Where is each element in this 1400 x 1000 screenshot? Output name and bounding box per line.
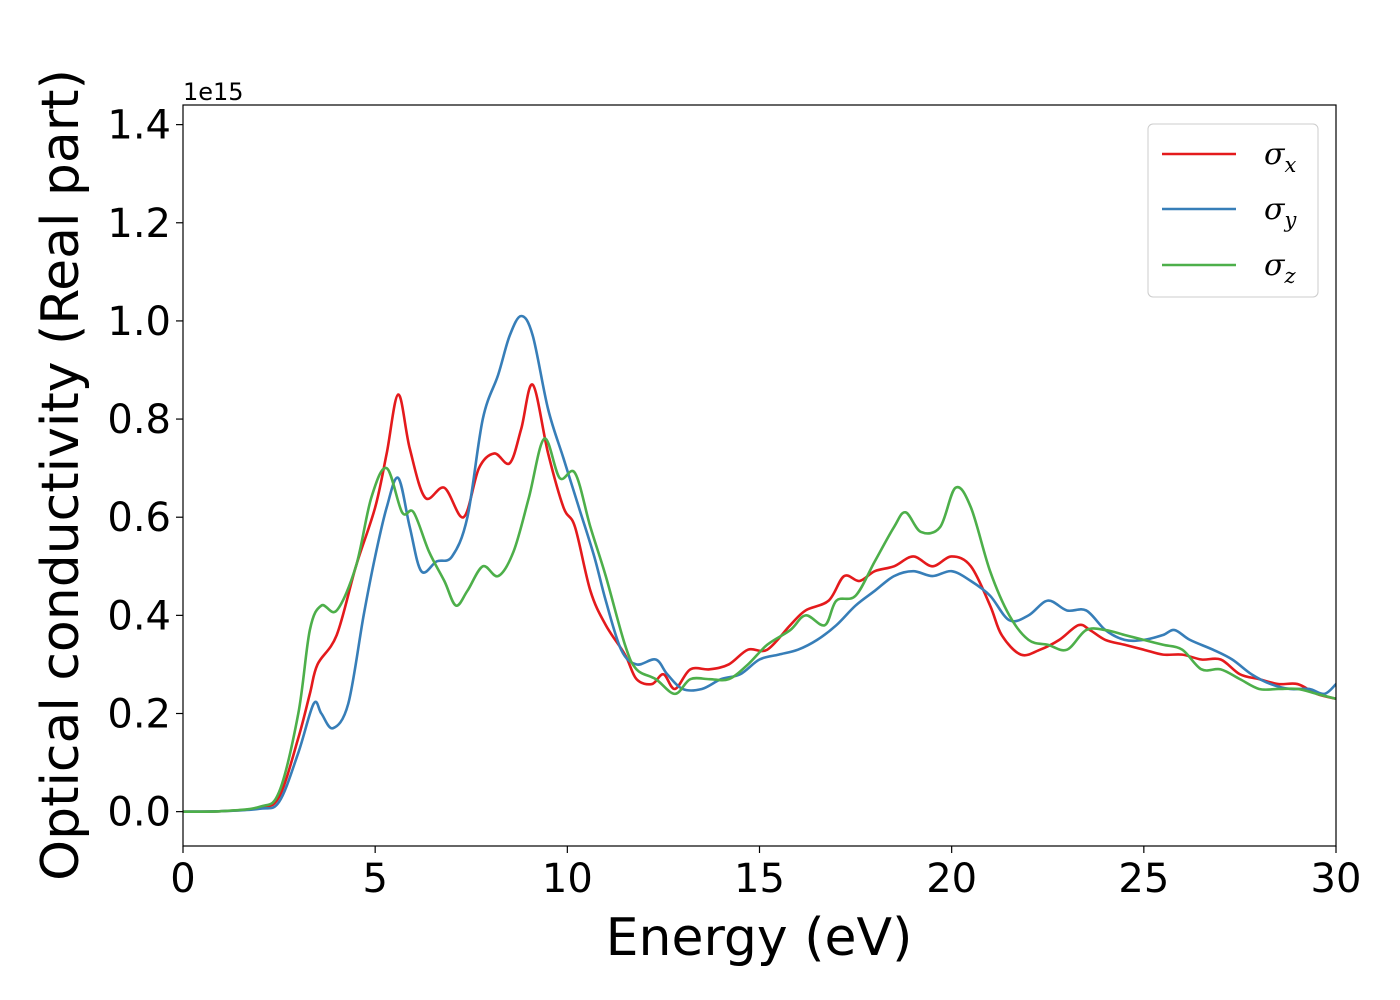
x-axis-label: Energy (eV): [606, 908, 913, 968]
y-tick-label: 1.2: [107, 201, 171, 247]
y-tick-label: 0.6: [107, 495, 171, 541]
legend-box: [1147, 123, 1319, 298]
y-tick-label: 0.0: [107, 790, 171, 836]
x-tick-label: 30: [1311, 856, 1362, 902]
x-tick-label: 15: [734, 856, 785, 902]
y-offset-label: 1e15: [183, 78, 244, 106]
y-tick-label: 0.2: [107, 692, 171, 738]
series-line-z: [183, 437, 1336, 813]
y-tick-label: 1.4: [107, 103, 171, 149]
y-tick-label: 0.8: [107, 397, 171, 443]
x-tick-label: 0: [170, 856, 195, 902]
series-layer: [183, 314, 1336, 813]
legend: σx σy σz: [1147, 123, 1319, 298]
legend-label-z: σz: [1264, 248, 1296, 288]
x-tick-label: 5: [362, 856, 387, 902]
x-axis-ticks: 0 5 10 15 20 25 30: [170, 846, 1361, 902]
x-tick-label: 25: [1118, 856, 1169, 902]
legend-label-x: σx: [1264, 137, 1296, 177]
y-tick-label: 0.4: [107, 593, 171, 639]
y-axis-ticks: 0.0 0.2 0.4 0.6 0.8 1.0 1.2 1.4: [107, 103, 183, 836]
x-tick-label: 20: [926, 856, 977, 902]
y-axis-label: Optical conductivity (Real part): [31, 69, 91, 881]
series-line-x: [183, 383, 1336, 813]
y-tick-label: 1.0: [107, 299, 171, 345]
series-line-y: [183, 314, 1336, 813]
x-tick-label: 10: [542, 856, 593, 902]
legend-label-y: σy: [1264, 192, 1297, 232]
